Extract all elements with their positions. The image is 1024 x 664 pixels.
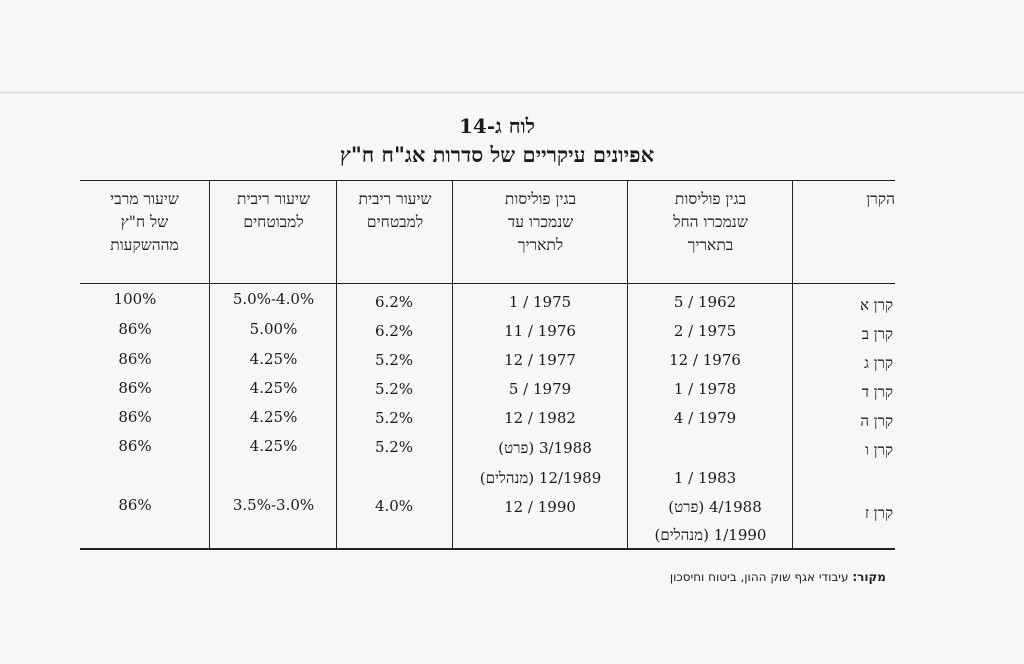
max-rate-cell: 86%: [118, 408, 152, 426]
max-rate-cell: 86%: [118, 437, 152, 455]
max-rate-cell: 86%: [118, 350, 152, 368]
fund-name: קרן ד: [861, 383, 893, 401]
until-date-cell: 11 / 1976: [504, 322, 576, 340]
header-fund-text: הקרן: [866, 190, 895, 208]
from-date-cell: 1 / 1978: [673, 380, 737, 398]
table-number: לוח ג-14: [458, 114, 536, 138]
table-header-rule: [80, 283, 895, 284]
fund-name: קרן ב: [861, 325, 893, 343]
rate-insurers-cell: 5.2%: [374, 380, 414, 398]
until-date-cell: 12/1989 (מנהלים): [479, 469, 602, 487]
from-date-cell: 2 / 1975: [673, 322, 737, 340]
max-rate-cell: 86%: [118, 496, 152, 514]
fund-name: קרן א: [860, 296, 893, 314]
fund-name: קרן ג: [864, 354, 893, 372]
source-label: מקור:: [852, 570, 886, 584]
column-divider: [336, 180, 337, 548]
header-line: שיעור ריבית: [237, 190, 310, 208]
header-line: לתאריך: [517, 236, 564, 254]
max-rate-cell: 100%: [113, 290, 157, 308]
fund-name: קרן ו: [865, 441, 893, 459]
rate-insurers-cell: 6.2%: [374, 293, 414, 311]
from-date-cell: 5 / 1962: [673, 293, 737, 311]
header-line: שיעור מרבי: [110, 190, 179, 208]
header-line: של ח"ץ: [120, 213, 169, 231]
from-date-cell: 1 / 1983: [673, 469, 737, 487]
header-line: בגין פוליסות: [674, 190, 747, 208]
data-table: הקרן בגין פוליסות שנמכרו החל בתאריך בגין…: [80, 180, 895, 550]
column-divider: [627, 180, 628, 548]
rate-insured-cell: 4.25%: [249, 408, 298, 426]
from-date-cell: 12 / 1976: [669, 351, 741, 369]
until-date-cell: 1 / 1975: [508, 293, 572, 311]
table-title: לוח ג-14 אפיונים עיקריים של סדרות אג"ח ח…: [0, 112, 1024, 170]
rate-insurers-cell: 5.2%: [374, 351, 414, 369]
header-line: למבוטחים: [243, 213, 304, 231]
rate-insurers-cell: 5.2%: [374, 438, 414, 456]
rate-insurers-cell: 4.0%: [374, 497, 414, 515]
rate-insured-cell: 3.5%-3.0%: [232, 496, 315, 514]
page-edge: [0, 92, 1024, 93]
column-divider: [452, 180, 453, 548]
header-line: למבטחים: [366, 213, 424, 231]
header-rate-insured: שיעור ריבית למבוטחים: [211, 188, 336, 280]
column-divider: [209, 180, 210, 548]
header-max-rate: שיעור מרבי של ח"ץ מההשקעות: [80, 188, 209, 280]
from-date-cell: 1/1990 (מנהלים): [654, 526, 767, 544]
table-bottom-rule: [80, 548, 895, 550]
header-line: שנמכרו החל: [673, 213, 748, 231]
header-rate-insurers: שיעור ריבית למבטחים: [338, 188, 452, 280]
from-date-cell: 4 / 1979: [673, 409, 737, 427]
until-date-cell: 3/1988 (פרט): [498, 439, 592, 457]
source-note: מקור: עיבודי אגף שוק ההון, ביטוח וחיסכון: [670, 570, 886, 584]
source-text: עיבודי אגף שוק ההון, ביטוח וחיסכון: [669, 570, 853, 584]
rate-insurers-cell: 5.2%: [374, 409, 414, 427]
rate-insured-cell: 4.25%: [249, 379, 298, 397]
from-date-cell: 4/1988 (פרט): [668, 498, 762, 516]
header-line: שיעור ריבית: [358, 190, 432, 208]
header-line: מההשקעות: [110, 236, 179, 254]
column-divider: [792, 180, 793, 548]
until-date-cell: 12 / 1977: [504, 351, 576, 369]
header-from-date: בגין פוליסות שנמכרו החל בתאריך: [629, 188, 792, 280]
header-until-date: בגין פוליסות שנמכרו עד לתאריך: [454, 188, 627, 280]
rate-insured-cell: 5.0%-4.0%: [232, 290, 315, 308]
header-fund: הקרן: [798, 188, 895, 280]
table-top-rule: [80, 180, 895, 181]
rate-insurers-cell: 6.2%: [374, 322, 414, 340]
table-caption: אפיונים עיקריים של סדרות אג"ח ח"ץ: [339, 142, 655, 167]
header-line: שנמכרו עד: [507, 213, 574, 231]
rate-insured-cell: 4.25%: [249, 350, 298, 368]
header-line: בגין פוליסות: [504, 190, 577, 208]
rate-insured-cell: 4.25%: [249, 437, 298, 455]
until-date-cell: 12 / 1982: [504, 409, 576, 427]
max-rate-cell: 86%: [118, 320, 152, 338]
until-date-cell: 5 / 1979: [508, 380, 572, 398]
header-line: בתאריך: [687, 236, 734, 254]
fund-name: קרן ז: [864, 504, 893, 522]
rate-insured-cell: 5.00%: [249, 320, 298, 338]
until-date-cell: 12 / 1990: [504, 498, 576, 516]
fund-name: קרן ה: [860, 412, 893, 430]
max-rate-cell: 86%: [118, 379, 152, 397]
